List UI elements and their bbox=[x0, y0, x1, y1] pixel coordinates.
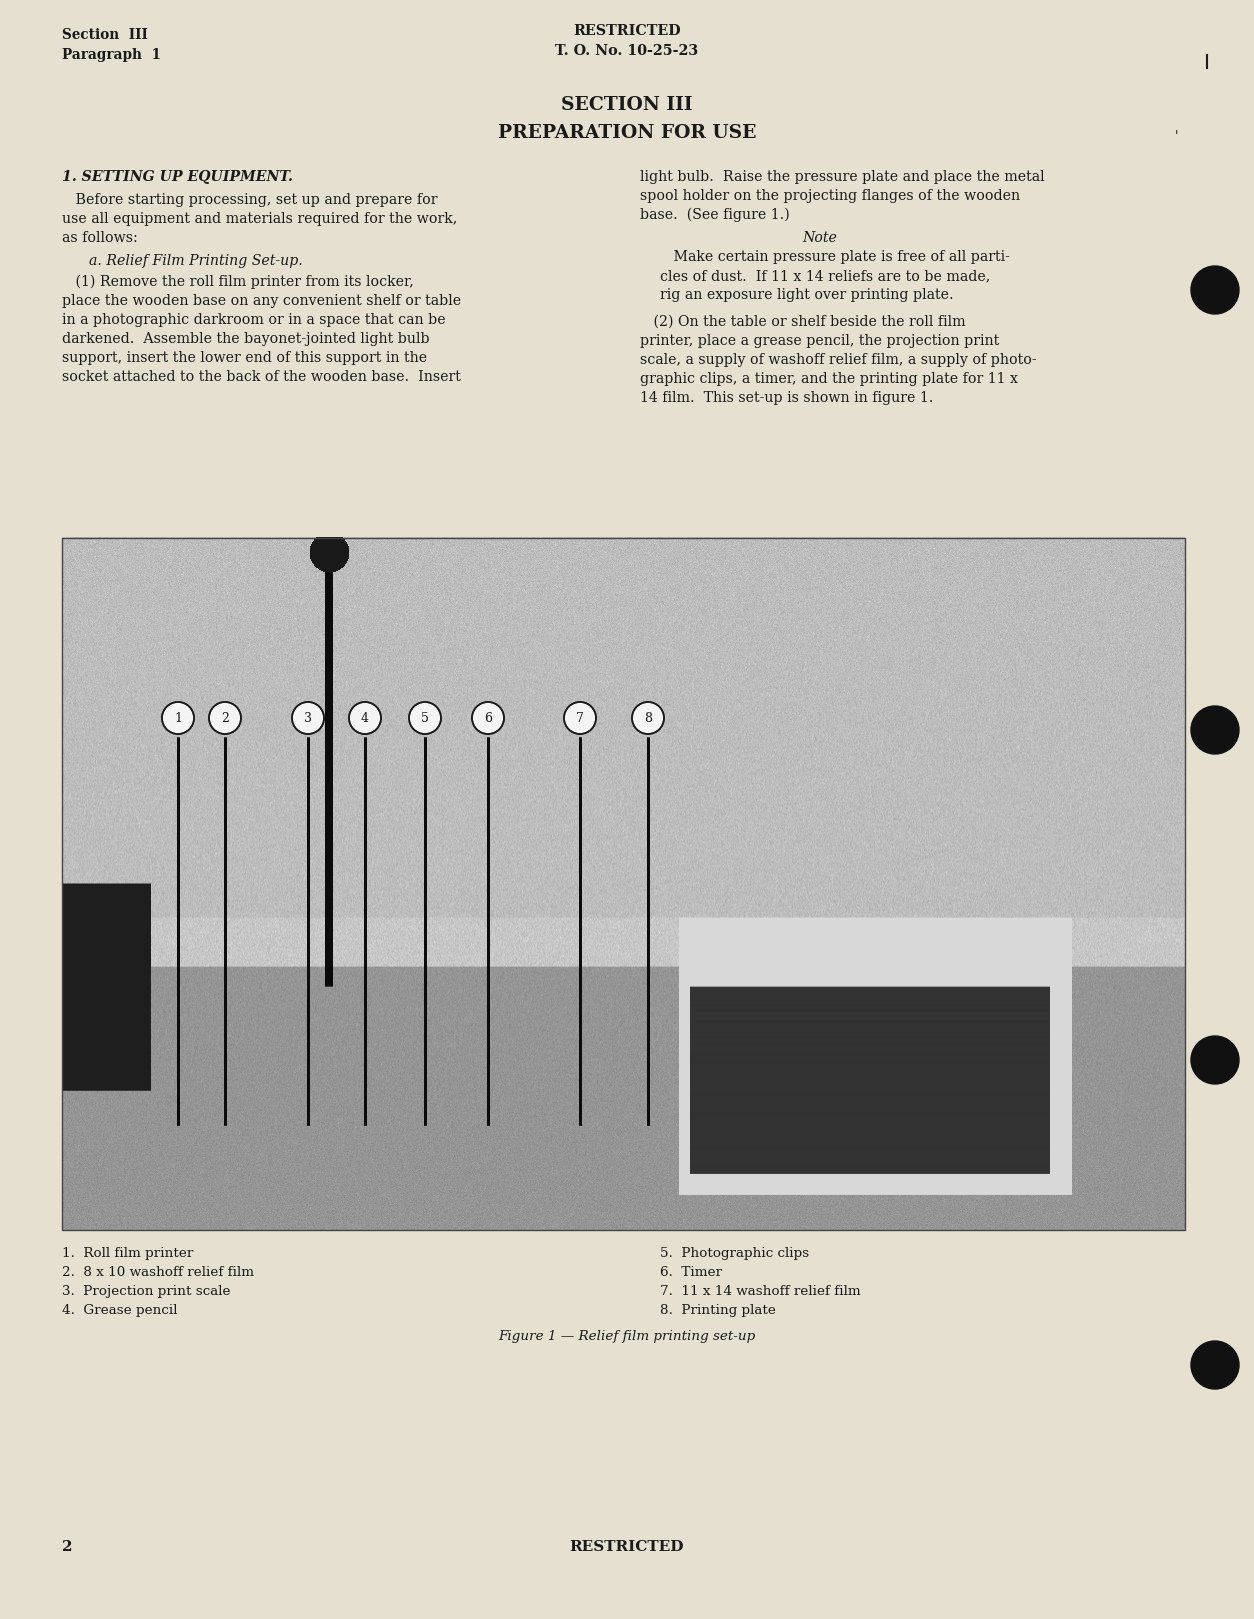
Text: 6.  Timer: 6. Timer bbox=[660, 1266, 722, 1279]
Circle shape bbox=[472, 703, 504, 733]
Text: Before starting processing, set up and prepare for: Before starting processing, set up and p… bbox=[61, 193, 438, 207]
Text: scale, a supply of washoff relief film, a supply of photo-: scale, a supply of washoff relief film, … bbox=[640, 353, 1037, 368]
Text: 7: 7 bbox=[576, 711, 584, 724]
Text: light bulb.  Raise the pressure plate and place the metal: light bulb. Raise the pressure plate and… bbox=[640, 170, 1045, 185]
Text: 3: 3 bbox=[303, 711, 312, 724]
Text: RESTRICTED: RESTRICTED bbox=[573, 24, 681, 37]
Circle shape bbox=[409, 703, 441, 733]
Text: base.  (See figure 1.): base. (See figure 1.) bbox=[640, 207, 790, 222]
Text: PREPARATION FOR USE: PREPARATION FOR USE bbox=[498, 125, 756, 142]
Text: use all equipment and materials required for the work,: use all equipment and materials required… bbox=[61, 212, 458, 227]
Text: a. Relief Film Printing Set-up.: a. Relief Film Printing Set-up. bbox=[61, 254, 302, 269]
Text: darkened.  Assemble the bayonet-jointed light bulb: darkened. Assemble the bayonet-jointed l… bbox=[61, 332, 430, 346]
Text: 14 film.  This set-up is shown in figure 1.: 14 film. This set-up is shown in figure … bbox=[640, 392, 933, 405]
Text: graphic clips, a timer, and the printing plate for 11 x: graphic clips, a timer, and the printing… bbox=[640, 372, 1018, 385]
Circle shape bbox=[632, 703, 665, 733]
Text: Note: Note bbox=[803, 232, 838, 244]
Text: 2: 2 bbox=[221, 711, 229, 724]
Text: support, insert the lower end of this support in the: support, insert the lower end of this su… bbox=[61, 351, 428, 364]
Circle shape bbox=[349, 703, 381, 733]
Text: spool holder on the projecting flanges of the wooden: spool holder on the projecting flanges o… bbox=[640, 189, 1020, 202]
Text: Paragraph  1: Paragraph 1 bbox=[61, 49, 161, 62]
Text: (1) Remove the roll film printer from its locker,: (1) Remove the roll film printer from it… bbox=[61, 275, 414, 290]
Text: printer, place a grease pencil, the projection print: printer, place a grease pencil, the proj… bbox=[640, 334, 999, 348]
Text: 8.  Printing plate: 8. Printing plate bbox=[660, 1303, 776, 1316]
Text: 1: 1 bbox=[174, 711, 182, 724]
Circle shape bbox=[209, 703, 241, 733]
Text: 5: 5 bbox=[421, 711, 429, 724]
Text: place the wooden base on any convenient shelf or table: place the wooden base on any convenient … bbox=[61, 295, 461, 308]
Bar bbox=[61, 538, 1185, 1230]
Circle shape bbox=[292, 703, 324, 733]
Text: cles of dust.  If 11 x 14 reliefs are to be made,: cles of dust. If 11 x 14 reliefs are to … bbox=[660, 269, 991, 283]
Text: as follows:: as follows: bbox=[61, 232, 138, 244]
Circle shape bbox=[1191, 1036, 1239, 1085]
Text: 4: 4 bbox=[361, 711, 369, 724]
Text: ': ' bbox=[1175, 130, 1179, 142]
Text: 4.  Grease pencil: 4. Grease pencil bbox=[61, 1303, 178, 1316]
Text: SECTION III: SECTION III bbox=[562, 96, 692, 113]
Circle shape bbox=[1191, 1341, 1239, 1389]
Text: 1.  Roll film printer: 1. Roll film printer bbox=[61, 1247, 193, 1260]
Circle shape bbox=[1191, 706, 1239, 754]
Text: T. O. No. 10-25-23: T. O. No. 10-25-23 bbox=[556, 44, 698, 58]
Text: 6: 6 bbox=[484, 711, 492, 724]
Text: 2.  8 x 10 washoff relief film: 2. 8 x 10 washoff relief film bbox=[61, 1266, 255, 1279]
Text: 2: 2 bbox=[61, 1540, 73, 1554]
Text: 3.  Projection print scale: 3. Projection print scale bbox=[61, 1285, 231, 1298]
Text: 8: 8 bbox=[645, 711, 652, 724]
Text: RESTRICTED: RESTRICTED bbox=[569, 1540, 685, 1554]
Text: rig an exposure light over printing plate.: rig an exposure light over printing plat… bbox=[660, 288, 953, 303]
Text: Make certain pressure plate is free of all parti-: Make certain pressure plate is free of a… bbox=[660, 249, 1009, 264]
Text: 1. SETTING UP EQUIPMENT.: 1. SETTING UP EQUIPMENT. bbox=[61, 170, 293, 185]
Text: Figure 1 — Relief film printing set-up: Figure 1 — Relief film printing set-up bbox=[498, 1329, 756, 1344]
Text: (2) On the table or shelf beside the roll film: (2) On the table or shelf beside the rol… bbox=[640, 316, 966, 329]
Circle shape bbox=[564, 703, 596, 733]
Text: 5.  Photographic clips: 5. Photographic clips bbox=[660, 1247, 809, 1260]
Text: socket attached to the back of the wooden base.  Insert: socket attached to the back of the woode… bbox=[61, 371, 461, 384]
Text: Section  III: Section III bbox=[61, 28, 148, 42]
Text: 7.  11 x 14 washoff relief film: 7. 11 x 14 washoff relief film bbox=[660, 1285, 860, 1298]
Circle shape bbox=[1191, 266, 1239, 314]
Circle shape bbox=[162, 703, 194, 733]
Text: in a photographic darkroom or in a space that can be: in a photographic darkroom or in a space… bbox=[61, 312, 445, 327]
